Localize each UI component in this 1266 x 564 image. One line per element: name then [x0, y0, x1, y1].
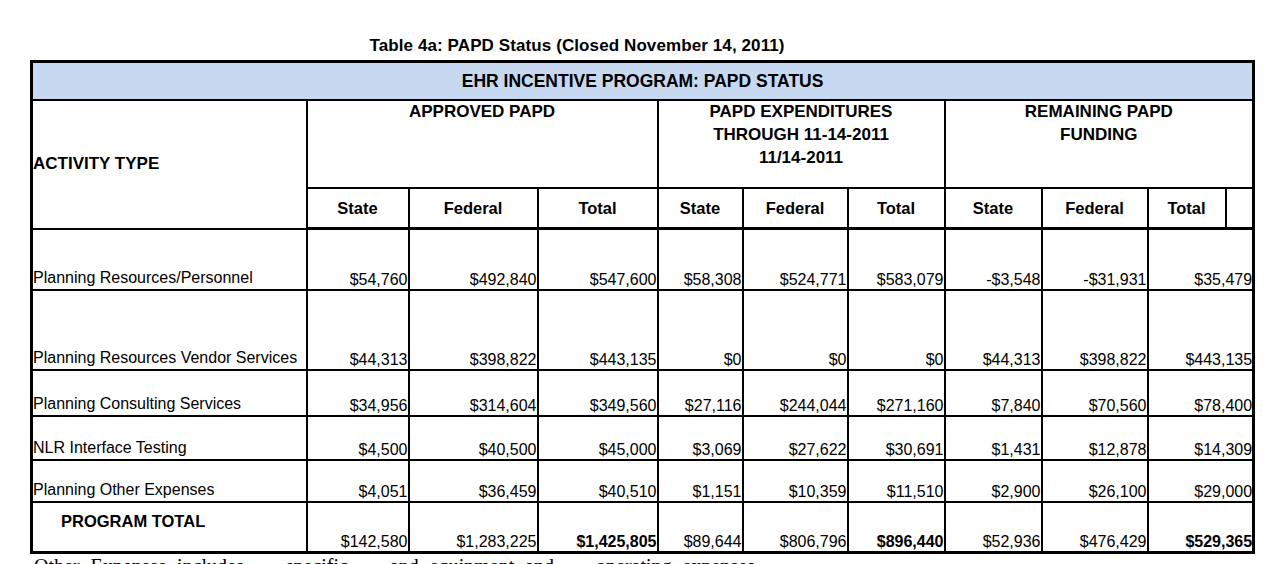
table-cell: $244,044: [743, 370, 848, 416]
group-header-line: PAPD EXPENDITURES: [659, 101, 944, 124]
column-header-total: Total: [538, 188, 658, 229]
row-label: Planning Consulting Services: [32, 370, 307, 416]
table-cell: $4,051: [307, 460, 409, 502]
table-cell: $27,622: [743, 416, 848, 460]
table-cell: $1,151: [658, 460, 743, 502]
column-header-federal: Federal: [409, 188, 538, 229]
group-header-line: THROUGH 11-14-2011: [659, 124, 944, 147]
row-label: NLR Interface Testing: [32, 416, 307, 460]
table-cell: $26,100: [1042, 460, 1148, 502]
table-cell: $10,359: [743, 460, 848, 502]
table-cell: $271,160: [848, 370, 945, 416]
footnote-text-clipped: Other Expenses includes … specific … and…: [34, 555, 1254, 564]
banner-row: EHR INCENTIVE PROGRAM: PAPD STATUS: [32, 62, 1254, 101]
column-header-activity-type: ACTIVITY TYPE: [32, 100, 307, 229]
table-row: Planning Resources Vendor Services $44,3…: [32, 290, 1254, 370]
table-cell: $27,116: [658, 370, 743, 416]
table-cell: $476,429: [1042, 502, 1148, 553]
table-cell: $14,309: [1148, 416, 1254, 460]
table-cell: $36,459: [409, 460, 538, 502]
group-header-approved-papd: APPROVED PAPD: [307, 100, 658, 188]
column-header-total: Total: [848, 188, 945, 229]
group-header-row: ACTIVITY TYPE APPROVED PAPD PAPD EXPENDI…: [32, 100, 1254, 188]
table-row: Planning Other Expenses $4,051 $36,459 $…: [32, 460, 1254, 502]
table-cell: $547,600: [538, 229, 658, 290]
table-cell: $349,560: [538, 370, 658, 416]
spacer-cell: [1226, 188, 1254, 229]
row-label: Planning Other Expenses: [32, 460, 307, 502]
table-cell: $806,796: [743, 502, 848, 553]
table-cell: $142,580: [307, 502, 409, 553]
column-header-state: State: [307, 188, 409, 229]
table-cell: $492,840: [409, 229, 538, 290]
table-cell: $44,313: [945, 290, 1042, 370]
table-cell: $314,604: [409, 370, 538, 416]
table-cell: $89,644: [658, 502, 743, 553]
table-cell: $1,283,225: [409, 502, 538, 553]
table-cell: $30,691: [848, 416, 945, 460]
table-cell: $44,313: [307, 290, 409, 370]
table-caption: Table 4a: PAPD Status (Closed November 1…: [0, 36, 1154, 56]
table-cell: $54,760: [307, 229, 409, 290]
column-header-total: Total: [1148, 188, 1226, 229]
table-row: Planning Resources/Personnel $54,760 $49…: [32, 229, 1254, 290]
table-cell: $0: [743, 290, 848, 370]
table-cell: $583,079: [848, 229, 945, 290]
table-cell: -$31,931: [1042, 229, 1148, 290]
document-page: Table 4a: PAPD Status (Closed November 1…: [0, 0, 1266, 564]
row-label: Planning Resources/Personnel: [32, 229, 307, 290]
table-cell: $529,365: [1148, 502, 1254, 553]
table-cell: $35,479: [1148, 229, 1254, 290]
table-banner: EHR INCENTIVE PROGRAM: PAPD STATUS: [32, 62, 1254, 101]
program-total-row: PROGRAM TOTAL $142,580 $1,283,225 $1,425…: [32, 502, 1254, 553]
table-cell: $34,956: [307, 370, 409, 416]
column-header-state: State: [945, 188, 1042, 229]
table-cell: $45,000: [538, 416, 658, 460]
column-header-state: State: [658, 188, 743, 229]
table-cell: $78,400: [1148, 370, 1254, 416]
table-cell: $524,771: [743, 229, 848, 290]
table-cell: $443,135: [538, 290, 658, 370]
table-cell: $3,069: [658, 416, 743, 460]
row-label: PROGRAM TOTAL: [32, 502, 307, 553]
table-cell: $70,560: [1042, 370, 1148, 416]
table-cell: $443,135: [1148, 290, 1254, 370]
papd-status-table: EHR INCENTIVE PROGRAM: PAPD STATUS ACTIV…: [30, 60, 1255, 554]
table-row: NLR Interface Testing $4,500 $40,500 $45…: [32, 416, 1254, 460]
table-cell: $29,000: [1148, 460, 1254, 502]
column-header-federal: Federal: [1042, 188, 1148, 229]
table-cell: $58,308: [658, 229, 743, 290]
table-cell: $1,425,805: [538, 502, 658, 553]
table-cell: $2,900: [945, 460, 1042, 502]
group-header-line: 11/14-2011: [659, 147, 944, 170]
table-cell: $40,500: [409, 416, 538, 460]
table-cell: $40,510: [538, 460, 658, 502]
table-cell: $11,510: [848, 460, 945, 502]
row-label: Planning Resources Vendor Services: [32, 290, 307, 370]
group-header-line: REMAINING PAPD: [946, 101, 1253, 124]
group-header-line: FUNDING: [946, 124, 1253, 147]
table-cell: $12,878: [1042, 416, 1148, 460]
column-header-federal: Federal: [743, 188, 848, 229]
table-cell: $0: [658, 290, 743, 370]
group-header-remaining-papd-funding: REMAINING PAPD FUNDING: [945, 100, 1254, 188]
table-cell: $4,500: [307, 416, 409, 460]
table-cell: $0: [848, 290, 945, 370]
table-cell: $7,840: [945, 370, 1042, 416]
table-cell: -$3,548: [945, 229, 1042, 290]
table-cell: $398,822: [1042, 290, 1148, 370]
table-cell: $896,440: [848, 502, 945, 553]
group-header-line: APPROVED PAPD: [308, 101, 657, 124]
group-header-papd-expenditures: PAPD EXPENDITURES THROUGH 11-14-2011 11/…: [658, 100, 945, 188]
table-cell: $52,936: [945, 502, 1042, 553]
table-cell: $1,431: [945, 416, 1042, 460]
table-row: Planning Consulting Services $34,956 $31…: [32, 370, 1254, 416]
table-cell: $398,822: [409, 290, 538, 370]
